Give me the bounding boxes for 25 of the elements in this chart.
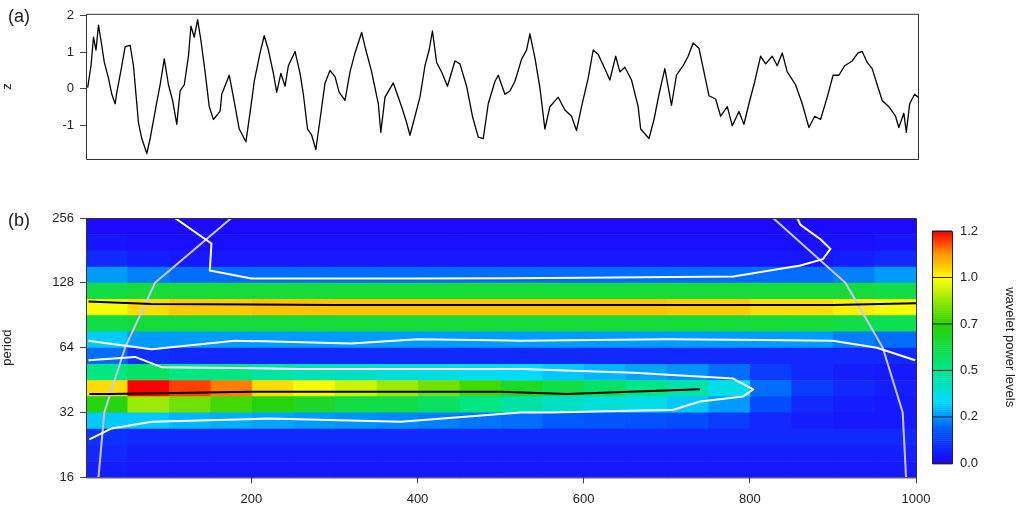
x-tick-label: 1000 [901,490,931,506]
color-bar-label: 1.2 [960,222,979,238]
color-bar-label: 0.0 [960,454,979,470]
y-tick-label: 1 [66,43,74,59]
color-bar-label: 1.0 [960,269,979,285]
color-bar-label: 0.7 [960,315,979,331]
text: (a) [8,5,30,26]
color-bar-label: 0.5 [960,362,979,378]
y-axis-title: period [0,329,15,366]
color-bar-label: 0.2 [960,408,979,424]
x-tick-label: 400 [406,490,429,506]
x-tick-label: 600 [572,490,595,506]
y-tick-label: 128 [52,274,74,290]
text: (b) [8,209,30,230]
y-tick-label: 256 [52,209,74,225]
y-tick-label: 64 [59,339,74,355]
y-axis-title: z [0,83,15,90]
x-tick-label: 200 [240,490,263,506]
y-tick-label: 2 [66,7,74,23]
color-bar-title: wavelet power levels [1003,286,1019,408]
x-tick-label: 800 [738,490,761,506]
y-tick-label: 32 [59,404,74,420]
y-tick-label: 16 [59,468,74,484]
y-tick-label: 0 [66,80,74,96]
y-tick-label: -1 [62,116,74,132]
